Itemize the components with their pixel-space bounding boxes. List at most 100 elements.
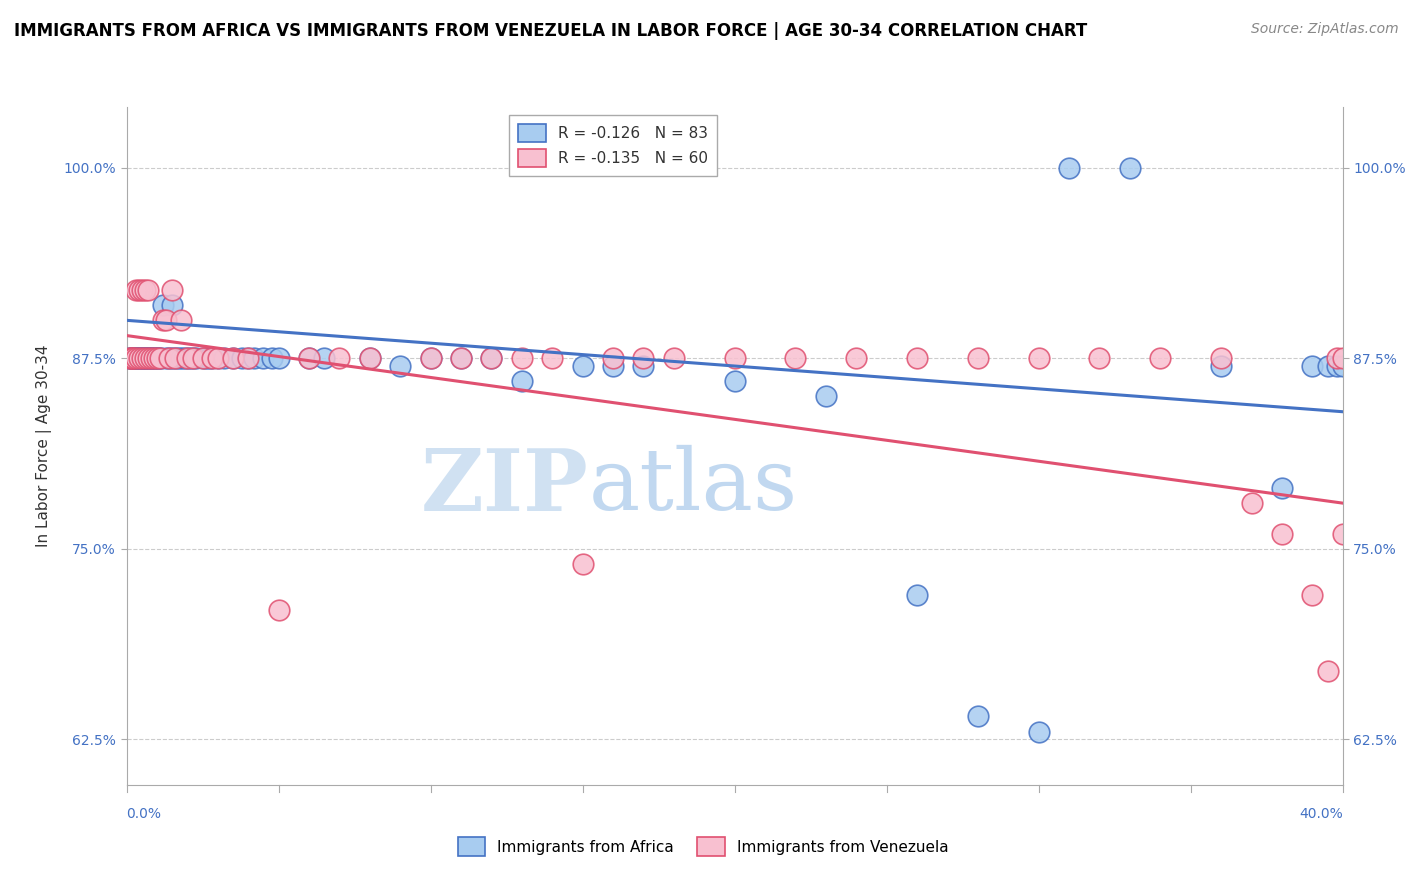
Point (1271, 526, 1294, 541)
Point (134, 351, 156, 366)
Point (136, 351, 159, 366)
Point (124, 351, 146, 366)
Point (124, 283, 146, 297)
Text: IMMIGRANTS FROM AFRICA VS IMMIGRANTS FROM VENEZUELA IN LABOR FORCE | AGE 30-34 C: IMMIGRANTS FROM AFRICA VS IMMIGRANTS FRO… (14, 22, 1087, 40)
Point (419, 351, 441, 366)
Point (298, 351, 321, 366)
Point (160, 283, 183, 297)
Point (134, 283, 156, 297)
Point (212, 351, 235, 366)
Point (118, 351, 141, 366)
Point (118, 351, 141, 366)
Point (450, 351, 472, 366)
Point (142, 351, 165, 366)
Text: Source: ZipAtlas.com: Source: ZipAtlas.com (1251, 22, 1399, 37)
Y-axis label: In Labor Force | Age 30-34: In Labor Force | Age 30-34 (37, 344, 52, 548)
Point (1331, 526, 1354, 541)
Point (128, 283, 150, 297)
Point (136, 351, 159, 366)
Point (128, 351, 150, 366)
Point (359, 351, 381, 366)
Point (155, 351, 177, 366)
Point (231, 351, 253, 366)
Point (121, 351, 143, 366)
Point (1088, 351, 1111, 366)
Point (179, 351, 201, 366)
Point (142, 351, 165, 366)
Point (167, 351, 190, 366)
Point (134, 351, 156, 366)
Text: 0.0%: 0.0% (127, 807, 162, 822)
Point (359, 351, 381, 366)
Point (155, 313, 177, 327)
Point (131, 351, 153, 366)
Point (267, 351, 290, 366)
Point (602, 359, 624, 373)
Point (207, 351, 229, 366)
Point (201, 351, 224, 366)
Point (170, 351, 193, 366)
Point (149, 351, 172, 366)
Point (136, 351, 159, 366)
Point (1240, 496, 1263, 510)
Point (176, 351, 198, 366)
Point (121, 351, 143, 366)
Point (1028, 724, 1050, 739)
Point (149, 351, 172, 366)
Point (298, 351, 321, 366)
Point (541, 351, 564, 366)
Point (183, 351, 205, 366)
Text: 40.0%: 40.0% (1299, 807, 1343, 822)
Point (785, 351, 807, 366)
Point (152, 298, 174, 312)
Point (128, 351, 150, 366)
Point (724, 374, 747, 388)
Point (201, 351, 224, 366)
Point (1331, 351, 1354, 366)
Point (124, 351, 146, 366)
Point (243, 351, 266, 366)
Point (118, 351, 141, 366)
Point (139, 351, 162, 366)
Point (510, 351, 533, 366)
Point (1211, 351, 1233, 366)
Point (131, 351, 153, 366)
Point (267, 603, 290, 617)
Point (1149, 351, 1171, 366)
Point (314, 351, 336, 366)
Point (160, 351, 183, 366)
Point (571, 359, 593, 373)
Point (183, 351, 205, 366)
Point (191, 351, 214, 366)
Legend: Immigrants from Africa, Immigrants from Venezuela: Immigrants from Africa, Immigrants from … (451, 831, 955, 862)
Point (121, 351, 143, 366)
Point (139, 351, 162, 366)
Point (481, 351, 503, 366)
Point (845, 351, 868, 366)
Point (165, 351, 187, 366)
Point (967, 351, 990, 366)
Point (1326, 351, 1348, 366)
Point (128, 351, 150, 366)
Point (633, 359, 655, 373)
Point (186, 351, 208, 366)
Point (1301, 588, 1323, 602)
Point (602, 351, 624, 366)
Point (389, 359, 412, 373)
Point (152, 313, 174, 327)
Point (139, 351, 162, 366)
Point (124, 351, 146, 366)
Point (173, 351, 195, 366)
Point (1331, 359, 1354, 373)
Point (1057, 161, 1080, 175)
Point (967, 709, 990, 723)
Point (662, 351, 685, 366)
Point (328, 351, 350, 366)
Point (134, 351, 156, 366)
Point (146, 351, 169, 366)
Point (131, 351, 153, 366)
Point (1271, 481, 1294, 495)
Point (197, 351, 219, 366)
Point (1028, 351, 1050, 366)
Point (128, 351, 150, 366)
